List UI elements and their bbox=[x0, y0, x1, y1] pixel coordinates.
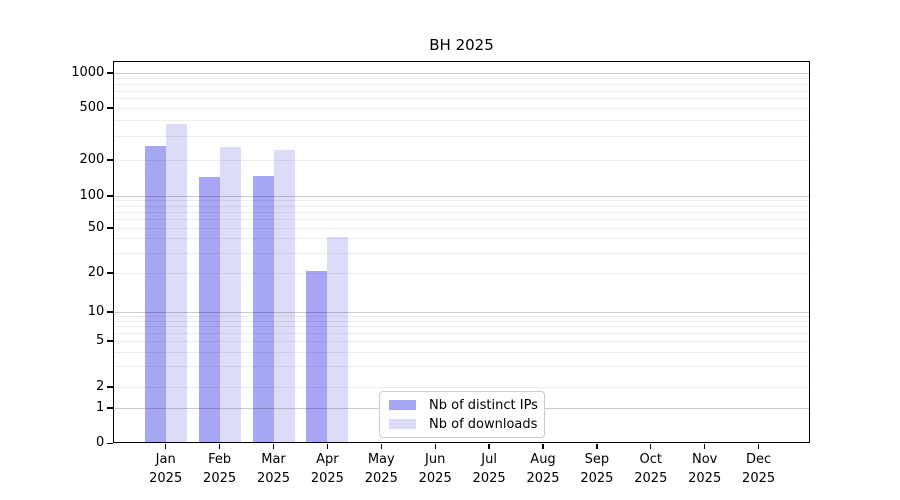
x-tick-mark bbox=[380, 443, 382, 449]
y-tick-mark bbox=[106, 227, 113, 229]
bar-distinct-ips-mar bbox=[252, 175, 274, 444]
gridline bbox=[113, 219, 810, 221]
x-tick-label: Feb 2025 bbox=[203, 452, 237, 487]
gridline bbox=[113, 77, 810, 79]
y-tick-label: 10 bbox=[87, 304, 105, 319]
y-tick-label: 2 bbox=[96, 379, 105, 394]
y-tick-mark bbox=[106, 72, 113, 74]
y-tick-mark bbox=[106, 311, 113, 313]
x-tick-label: Mar 2025 bbox=[256, 452, 291, 487]
y-tick-label: 5 bbox=[96, 333, 105, 348]
y-tick-mark bbox=[106, 195, 113, 197]
gridline bbox=[113, 311, 810, 313]
y-tick-label: 1 bbox=[96, 400, 105, 415]
y-tick-label: 20 bbox=[87, 265, 105, 280]
y-tick-label: 200 bbox=[79, 152, 105, 167]
gridline bbox=[113, 136, 810, 138]
gridline bbox=[113, 326, 810, 328]
legend-label: Nb of distinct IPs bbox=[429, 397, 538, 413]
x-tick-mark bbox=[488, 443, 490, 449]
y-tick-label: 0 bbox=[96, 435, 105, 451]
gridline bbox=[113, 366, 810, 368]
y-tick-label: 100 bbox=[79, 188, 105, 203]
gridline bbox=[113, 107, 810, 109]
x-tick-mark bbox=[272, 443, 275, 449]
gridline bbox=[113, 72, 810, 74]
legend-label: Nb of downloads bbox=[429, 416, 538, 432]
gridline bbox=[113, 320, 810, 322]
x-tick-label: Dec 2025 bbox=[742, 452, 776, 487]
y-tick-mark bbox=[106, 159, 113, 161]
gridline bbox=[113, 227, 810, 229]
gridline bbox=[113, 90, 810, 92]
x-tick-label: Jan 2025 bbox=[149, 452, 183, 487]
legend-item: Nb of downloads bbox=[389, 416, 538, 432]
y-tick-mark bbox=[106, 107, 113, 109]
y-tick-mark bbox=[106, 272, 113, 274]
bar-distinct-ips-apr bbox=[306, 270, 328, 444]
y-tick-label: 1000 bbox=[71, 65, 105, 80]
x-tick-label: Oct 2025 bbox=[634, 452, 668, 487]
x-tick-label: May 2025 bbox=[364, 452, 398, 487]
x-tick-label: Aug 2025 bbox=[526, 452, 560, 487]
gridline bbox=[113, 98, 810, 100]
y-tick-label: 50 bbox=[87, 220, 105, 235]
x-tick-mark bbox=[650, 443, 652, 449]
gridline bbox=[113, 351, 810, 353]
gridline bbox=[113, 340, 810, 342]
y-tick-label: 500 bbox=[79, 100, 105, 115]
x-tick-mark bbox=[542, 443, 544, 449]
gridline bbox=[113, 205, 810, 207]
legend-swatch-distinct-ips bbox=[389, 400, 416, 410]
gridline bbox=[113, 315, 810, 317]
gridline bbox=[113, 332, 810, 334]
x-tick-label: Nov 2025 bbox=[688, 452, 722, 487]
x-tick-mark bbox=[596, 443, 598, 449]
x-tick-mark bbox=[434, 443, 436, 449]
x-tick-mark bbox=[757, 443, 760, 449]
bar-downloads-mar bbox=[273, 149, 295, 444]
gridline bbox=[113, 211, 810, 213]
bar-downloads-jan bbox=[165, 123, 187, 444]
gridline bbox=[113, 159, 810, 161]
x-tick-label: Jun 2025 bbox=[418, 452, 452, 487]
x-tick-label: Sep 2025 bbox=[580, 452, 614, 487]
gridline bbox=[113, 120, 810, 122]
gridline bbox=[113, 238, 810, 240]
x-tick-mark bbox=[326, 443, 329, 449]
x-tick-mark bbox=[704, 443, 706, 449]
legend: Nb of distinct IPs Nb of downloads bbox=[379, 391, 545, 438]
bar-distinct-ips-feb bbox=[198, 176, 220, 444]
x-tick-mark bbox=[218, 443, 221, 449]
legend-swatch-downloads bbox=[389, 419, 416, 429]
bar-distinct-ips-jan bbox=[144, 146, 166, 444]
x-tick-label: Jul 2025 bbox=[472, 452, 506, 487]
gridline bbox=[113, 386, 810, 388]
x-tick-mark bbox=[165, 443, 167, 449]
gridline bbox=[113, 252, 810, 254]
gridline bbox=[113, 195, 810, 197]
y-tick-mark bbox=[106, 407, 113, 409]
gridline bbox=[113, 83, 810, 85]
bar-downloads-feb bbox=[219, 147, 241, 444]
bar-downloads-apr bbox=[327, 236, 349, 444]
y-tick-mark bbox=[106, 386, 113, 388]
y-tick-mark bbox=[106, 340, 113, 342]
legend-item: Nb of distinct IPs bbox=[389, 397, 538, 413]
y-tick-mark bbox=[106, 442, 113, 444]
gridline bbox=[113, 200, 810, 202]
gridline bbox=[113, 272, 810, 274]
chart-title: BH 2025 bbox=[429, 36, 494, 54]
x-tick-label: Apr 2025 bbox=[310, 452, 344, 487]
